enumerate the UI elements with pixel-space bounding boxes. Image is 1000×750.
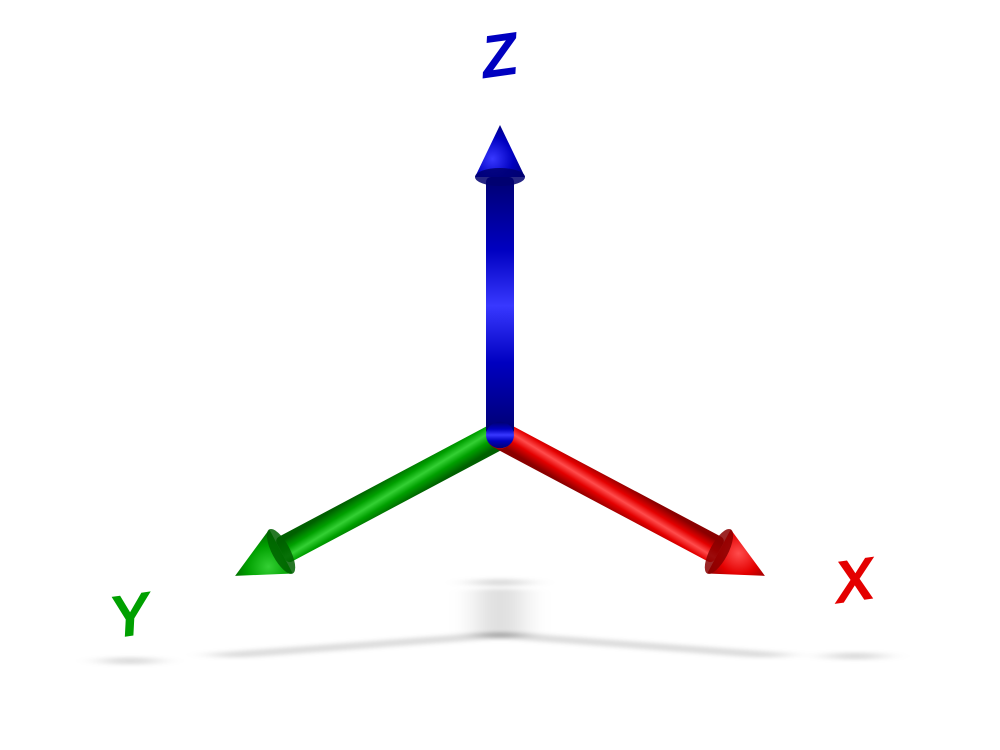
axis-gizmo-diagram: Y X Z [0,0,1000,750]
y-axis [223,407,523,598]
x-axis [477,407,777,598]
ground-shadow [102,579,883,665]
y-axis-label: Y [105,579,159,652]
z-axis [475,125,525,448]
x-axis-label: X [827,544,883,617]
z-axis-label: Z [475,19,525,91]
axes-group [223,125,776,598]
